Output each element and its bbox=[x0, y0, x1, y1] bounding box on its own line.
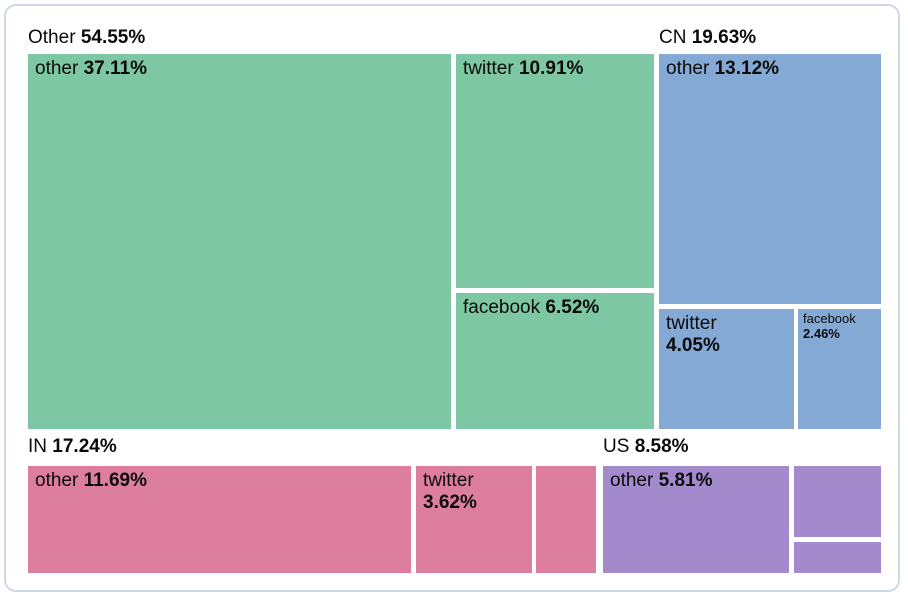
treemap-cell-in-unlabeled[interactable] bbox=[536, 466, 596, 573]
group-name: CN bbox=[659, 27, 687, 48]
cell-value: 11.69% bbox=[83, 470, 147, 491]
cell-label: twitter bbox=[463, 58, 514, 79]
group-name: Other bbox=[28, 27, 76, 48]
cell-label: facebook bbox=[463, 297, 541, 318]
cell-value: 3.62% bbox=[423, 491, 477, 513]
group-value: 17.24% bbox=[52, 436, 117, 457]
cell-value: 5.81% bbox=[658, 470, 713, 491]
treemap-cell-other-facebook[interactable]: facebook 6.52% bbox=[456, 293, 654, 429]
cell-label: other bbox=[610, 470, 654, 491]
treemap-cell-us-other[interactable]: other 5.81% bbox=[603, 466, 789, 573]
treemap-cell-in-other[interactable]: other 11.69% bbox=[28, 466, 411, 573]
treemap-cell-cn-other[interactable]: other 13.12% bbox=[659, 54, 881, 304]
treemap-cell-cn-facebook[interactable]: facebook 2.46% bbox=[798, 309, 881, 429]
group-label-us: US 8.58% bbox=[603, 436, 689, 458]
cell-value: 13.12% bbox=[714, 58, 780, 79]
cell-label: twitter bbox=[666, 313, 717, 334]
cell-value: 6.52% bbox=[545, 297, 600, 318]
group-label-other: Other 54.55% bbox=[28, 27, 145, 49]
cell-value: 4.05% bbox=[666, 334, 720, 356]
group-value: 19.63% bbox=[691, 27, 757, 48]
treemap-cell-in-twitter[interactable]: twitter 3.62% bbox=[416, 466, 532, 573]
cell-value: 37.11% bbox=[83, 58, 147, 79]
group-label-in: IN 17.24% bbox=[28, 436, 117, 458]
treemap-cell-other-twitter[interactable]: twitter 10.91% bbox=[456, 54, 654, 288]
group-label-cn: CN 19.63% bbox=[659, 27, 756, 49]
cell-label: other bbox=[666, 58, 710, 79]
treemap-cell-us-unlabeled-2[interactable] bbox=[794, 542, 881, 573]
cell-label: twitter bbox=[423, 470, 474, 491]
treemap-cell-other-other[interactable]: other 37.11% bbox=[28, 54, 451, 429]
treemap-cell-cn-twitter[interactable]: twitter 4.05% bbox=[659, 309, 794, 429]
group-name: IN bbox=[28, 436, 47, 457]
treemap-card: Other 54.55% other 37.11% twitter 10.91%… bbox=[4, 4, 900, 592]
treemap-cell-us-unlabeled-1[interactable] bbox=[794, 466, 881, 537]
group-name: US bbox=[603, 436, 630, 457]
cell-value: 10.91% bbox=[518, 58, 584, 79]
cell-value: 2.46% bbox=[803, 325, 840, 341]
cell-label: other bbox=[35, 58, 79, 79]
cell-label: facebook bbox=[803, 311, 856, 326]
cell-label: other bbox=[35, 470, 79, 491]
group-value: 8.58% bbox=[634, 436, 689, 457]
group-value: 54.55% bbox=[80, 27, 146, 48]
